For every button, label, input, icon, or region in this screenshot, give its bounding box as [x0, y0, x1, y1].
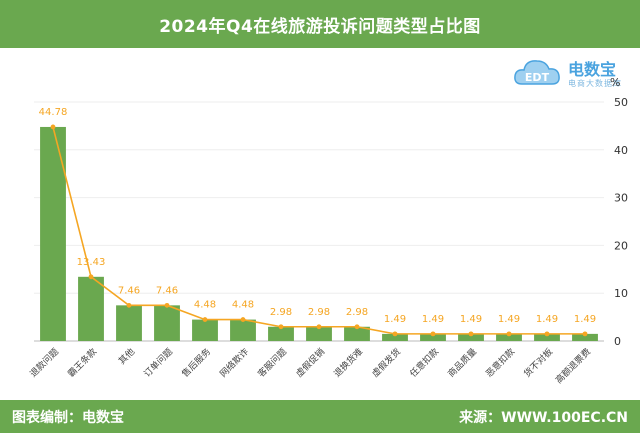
- trend-point: [430, 331, 436, 337]
- y-tick-label: 40: [614, 144, 628, 157]
- trend-point: [278, 324, 284, 330]
- bar: [116, 305, 142, 341]
- data-label: 4.48: [232, 300, 254, 311]
- trend-point: [468, 331, 474, 337]
- y-axis-ticks: 0 10 20 30 40 50: [614, 96, 628, 348]
- data-label: 4.48: [194, 300, 216, 311]
- logo-tagline: 电商大数据库: [568, 79, 622, 88]
- trend-line: [50, 124, 588, 337]
- trend-point: [50, 124, 56, 130]
- data-label: 1.49: [460, 314, 482, 325]
- y-axis-unit: %: [610, 76, 620, 89]
- data-label: 1.49: [384, 314, 406, 325]
- bar: [268, 326, 294, 341]
- bars: [40, 126, 598, 341]
- x-tick-label: 恶意扣款: [483, 346, 517, 380]
- x-tick-label: 订单问题: [141, 346, 175, 380]
- y-tick-label: 10: [614, 287, 628, 300]
- trend-point: [354, 324, 360, 330]
- bar: [382, 333, 408, 341]
- chart-title-banner: 2024年Q4在线旅游投诉问题类型占比图: [0, 0, 640, 48]
- x-tick-label: 退款问题: [27, 346, 61, 380]
- x-tick-label: 其他: [116, 346, 137, 367]
- data-label: 7.46: [118, 285, 140, 296]
- grid-lines: [34, 101, 604, 342]
- data-labels: 44.78 13.43 7.46 7.46 4.48 4.48 2.98 2.98 2.98 1.…: [39, 107, 596, 325]
- footer: 图表编制：电数宝 来源：WWW.100EC.CN: [0, 400, 640, 433]
- data-label: 2.98: [270, 307, 292, 318]
- bar: [534, 333, 560, 341]
- data-label: 13.43: [77, 257, 106, 268]
- trend-point: [126, 302, 132, 308]
- data-label: 1.49: [422, 314, 444, 325]
- bar: [192, 319, 218, 341]
- data-label: 44.78: [39, 107, 68, 118]
- trend-point: [164, 302, 170, 308]
- trend-point: [316, 324, 322, 330]
- logo: EDT 电数宝 电商大数据库: [512, 54, 636, 90]
- y-tick-label: 0: [614, 335, 621, 348]
- data-label: 2.98: [308, 307, 330, 318]
- logo-icon-text: EDT: [525, 71, 550, 84]
- bar: [344, 326, 370, 341]
- logo-brand: 电数宝: [568, 60, 617, 79]
- x-tick-label: 高额退票费: [553, 346, 593, 386]
- chart-title: 2024年Q4在线旅游投诉问题类型占比图: [159, 16, 481, 37]
- bar: [572, 333, 598, 341]
- y-tick-label: 20: [614, 239, 628, 252]
- y-tick-label: 50: [614, 96, 628, 109]
- x-tick-label: 虚假发货: [369, 346, 403, 380]
- bar: [40, 126, 66, 341]
- trend-point: [88, 274, 94, 280]
- cloud-logo-icon: EDT: [514, 60, 560, 85]
- trend-point: [506, 331, 512, 337]
- bar: [420, 333, 446, 341]
- data-label: 1.49: [536, 314, 558, 325]
- trend-point: [392, 331, 398, 337]
- x-tick-label: 货不对板: [521, 346, 555, 380]
- x-tick-label: 售后服务: [179, 346, 213, 380]
- x-axis-ticks: 退款问题 霸王条款 其他 订单问题 售后服务 网络欺诈 客服问题 虚假促销 退换货难 虚假发货 任意…: [27, 346, 593, 386]
- bar: [78, 276, 104, 341]
- trend-line-path: [52, 126, 585, 335]
- x-tick-label: 任意扣款: [407, 346, 441, 380]
- bar: [458, 333, 484, 341]
- trend-point: [240, 317, 246, 322]
- bar: [306, 326, 332, 341]
- bar: [154, 305, 180, 341]
- footer-credit: 图表编制：电数宝: [12, 410, 124, 426]
- x-tick-label: 商品质量: [445, 346, 479, 380]
- data-label: 2.98: [346, 307, 368, 318]
- data-label: 1.49: [498, 314, 520, 325]
- bar: [230, 319, 256, 341]
- x-tick-label: 霸王条款: [65, 346, 99, 380]
- footer-source: 来源：WWW.100EC.CN: [459, 410, 628, 426]
- chart-area: 44.78 13.43 7.46 7.46 4.48 4.48 2.98 2.98 2.98 1.…: [27, 76, 628, 386]
- x-tick-label: 客服问题: [255, 346, 289, 380]
- x-tick-label: 虚假促销: [293, 346, 327, 380]
- y-tick-label: 30: [614, 192, 628, 205]
- bar: [496, 333, 522, 341]
- data-label: 7.46: [156, 285, 178, 296]
- trend-point: [202, 317, 208, 322]
- x-tick-label: 网络欺诈: [217, 346, 251, 380]
- data-label: 1.49: [574, 314, 596, 325]
- x-tick-label: 退换货难: [331, 346, 365, 380]
- trend-point: [544, 331, 550, 337]
- trend-point: [582, 331, 588, 337]
